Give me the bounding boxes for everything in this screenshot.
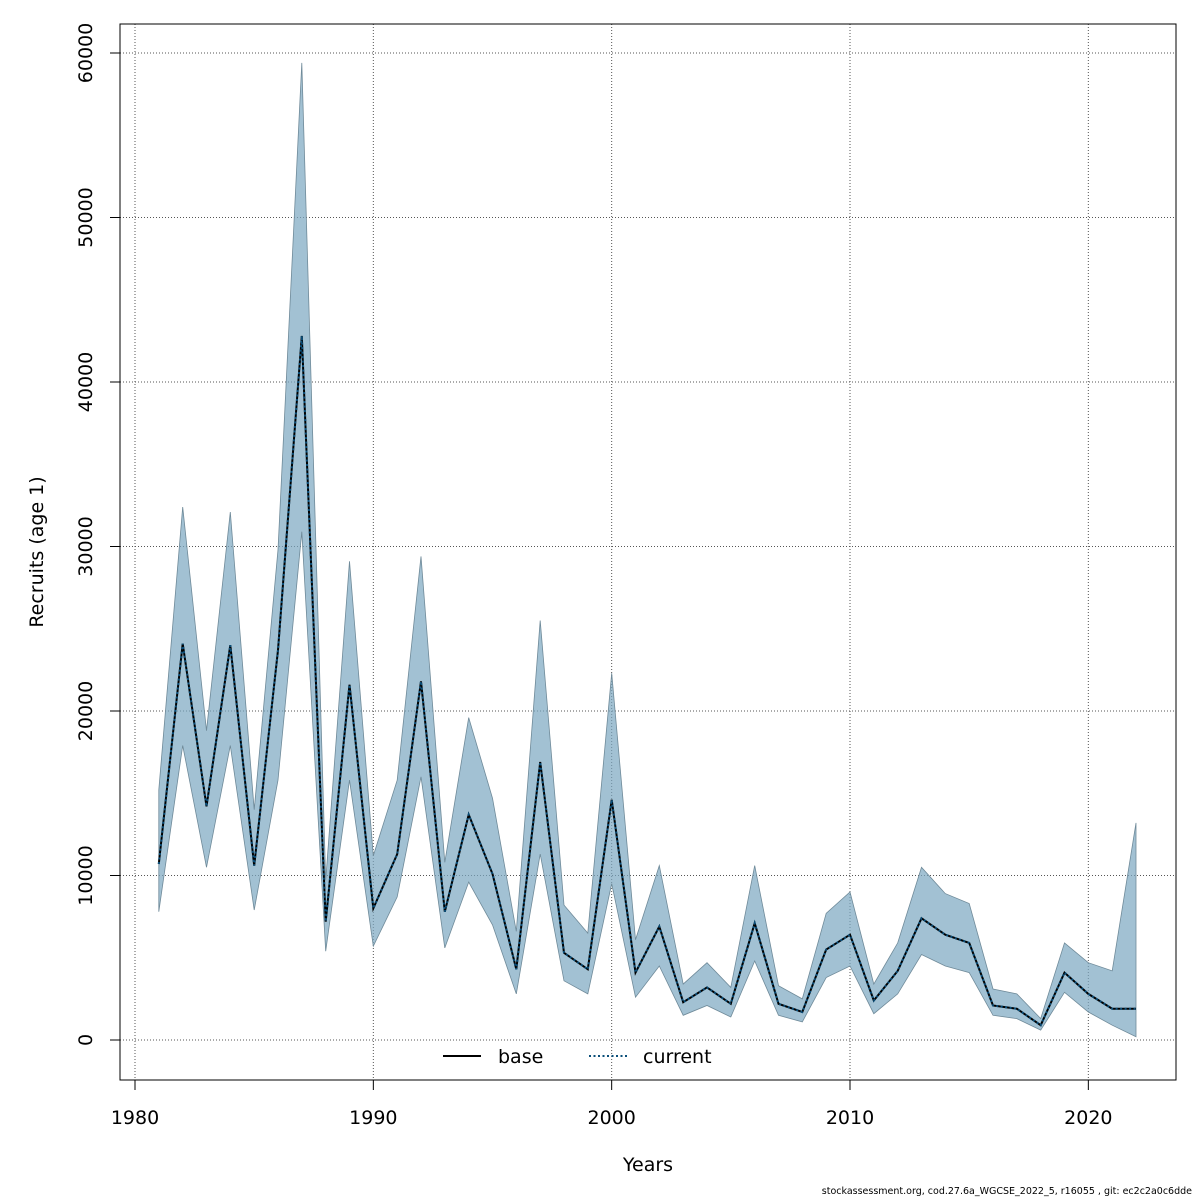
legend-label-base: base <box>498 1046 543 1068</box>
series-lines <box>157 335 1136 1027</box>
confidence-band <box>158 62 1137 1038</box>
confidence-band-area <box>158 62 1137 1038</box>
y-axis-title: Recruits (age 1) <box>26 476 48 627</box>
x-tick-label-1990: 1990 <box>349 1107 397 1129</box>
legend: base current <box>443 1046 712 1068</box>
x-tick-label-2000: 2000 <box>587 1107 635 1129</box>
axes: 1980 1990 2000 2010 2020 0 10000 20000 30000 4000… <box>75 23 1113 1129</box>
legend-label-current: current <box>643 1046 712 1068</box>
y-tick-label-20000: 20000 <box>75 681 97 741</box>
y-tick-label-60000: 60000 <box>75 23 97 83</box>
x-tick-label-1980: 1980 <box>111 1107 159 1129</box>
y-tick-label-30000: 30000 <box>75 516 97 576</box>
footer-credit: stockassessment.org, cod.27.6a_WGCSE_202… <box>821 1186 1192 1197</box>
x-axis-title: Years <box>622 1154 673 1176</box>
y-tick-label-10000: 10000 <box>75 845 97 905</box>
y-tick-label-0: 0 <box>75 1034 97 1046</box>
x-tick-label-2010: 2010 <box>826 1107 874 1129</box>
series-line-current <box>157 335 1136 1027</box>
y-tick-label-40000: 40000 <box>75 352 97 412</box>
x-tick-label-2020: 2020 <box>1064 1107 1112 1129</box>
y-tick-label-50000: 50000 <box>75 187 97 247</box>
